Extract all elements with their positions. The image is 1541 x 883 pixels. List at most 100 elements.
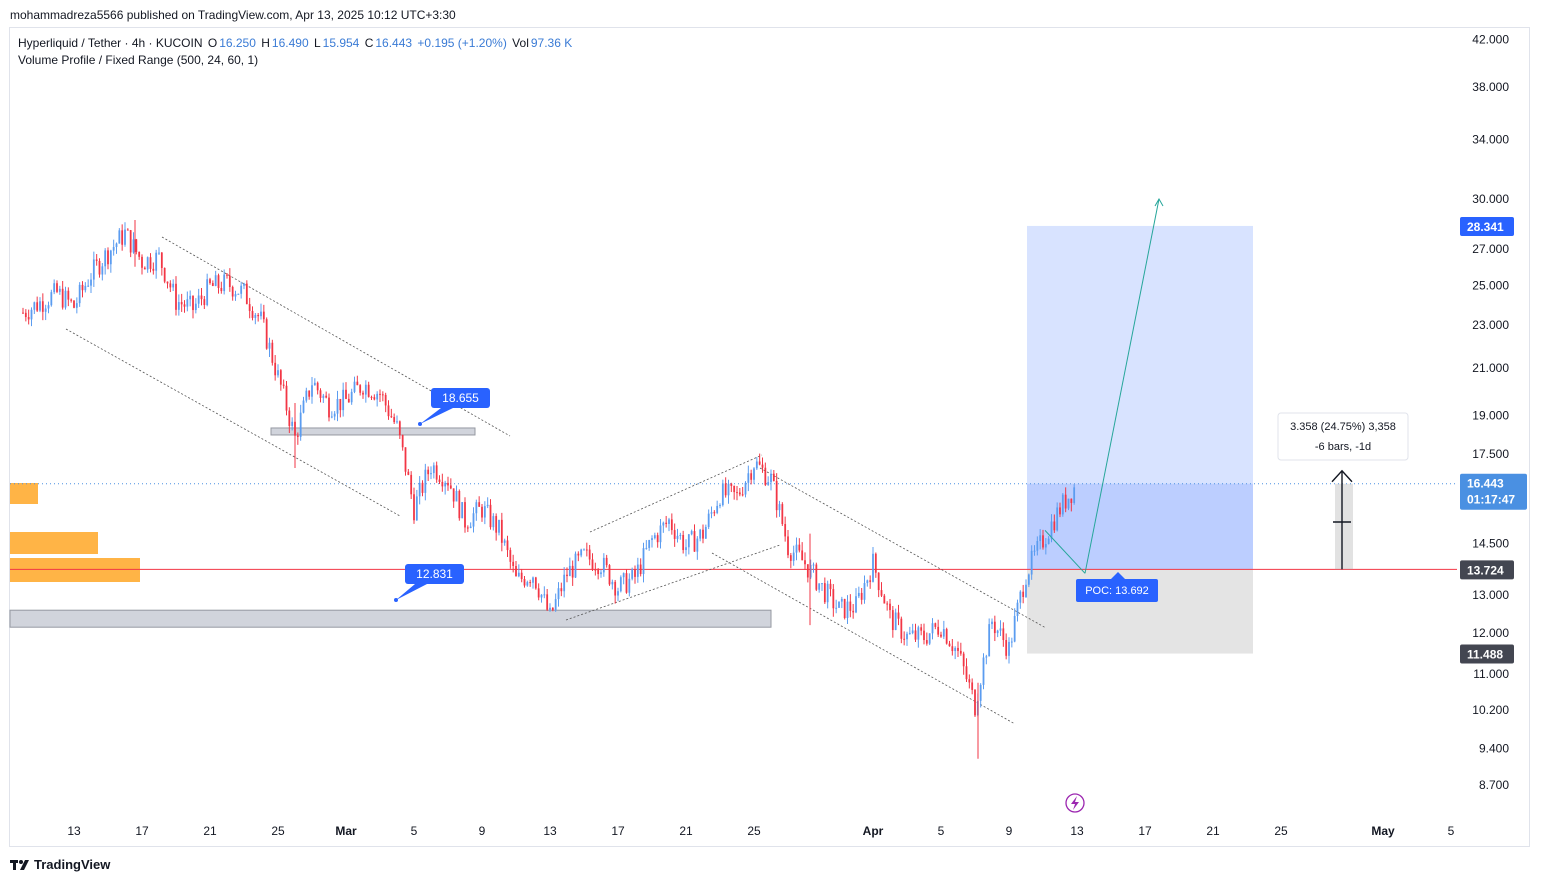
candle <box>390 408 393 418</box>
candle <box>914 623 917 642</box>
measure-text-2: -6 bars, -1d <box>1315 441 1371 453</box>
candle-body <box>520 572 523 580</box>
candle-body <box>455 490 458 502</box>
candle-body <box>347 398 350 403</box>
y-tick-label: 21.000 <box>1472 361 1509 375</box>
candle <box>500 512 503 552</box>
candle-body <box>279 370 282 385</box>
candle <box>396 415 398 424</box>
channel-trendline[interactable] <box>65 328 401 517</box>
candle-body <box>24 312 27 318</box>
legend-high-label: H <box>261 36 270 50</box>
candle <box>991 618 993 630</box>
candle <box>648 539 651 551</box>
lightning-icon[interactable] <box>1065 793 1085 813</box>
footer-brand[interactable]: TradingView <box>10 857 110 872</box>
candle <box>656 532 659 548</box>
target-zone[interactable] <box>1027 225 1253 570</box>
candle-body <box>928 633 931 644</box>
candle-body <box>523 579 526 586</box>
projection-arrow[interactable] <box>1084 198 1160 574</box>
candle <box>53 279 56 295</box>
candle <box>1008 637 1010 664</box>
projection-line[interactable] <box>1044 530 1086 574</box>
poc-callout[interactable]: POC: 13.692 <box>1076 572 1158 602</box>
measure-tool[interactable]: 3.358 (24.75%) 3,358 -6 bars, -1d <box>1277 412 1409 570</box>
candle <box>532 576 534 589</box>
overlay-layer: 18.655 12.831 POC: 13.692 3.358 (24.75%) 3,… <box>394 197 1409 813</box>
candle <box>461 501 464 519</box>
entry-price-badge-text: 13.724 <box>1467 563 1504 577</box>
support-callout[interactable]: 12.831 <box>394 564 464 602</box>
candle <box>1056 502 1059 532</box>
candle-body <box>934 623 937 627</box>
candle-body <box>260 311 262 317</box>
channel-trendline[interactable] <box>711 552 1016 725</box>
candle-body <box>721 483 724 506</box>
candle <box>959 642 962 656</box>
candle <box>231 285 234 301</box>
candle-body <box>228 275 231 287</box>
resistance-zone[interactable] <box>270 427 476 436</box>
candle <box>628 573 631 597</box>
candle <box>30 307 33 327</box>
candle-body <box>302 400 305 413</box>
target-price-badge[interactable]: 28.341 <box>1460 216 1514 236</box>
legend-indicator[interactable]: Volume Profile / Fixed Range (500, 24, 6… <box>18 53 259 67</box>
candle-body <box>163 267 166 282</box>
resistance-callout[interactable]: 18.655 <box>418 388 490 426</box>
candle <box>441 473 444 492</box>
chart-frame[interactable] <box>9 27 1530 847</box>
channel-trendline[interactable] <box>589 454 763 533</box>
candle-body <box>1039 535 1042 542</box>
candle <box>325 391 328 399</box>
candle <box>217 273 220 294</box>
channel-trendline[interactable] <box>161 236 511 437</box>
candle <box>911 623 914 635</box>
candle-body <box>75 303 78 308</box>
candle-body <box>903 638 906 640</box>
candle <box>339 398 342 418</box>
candle-body <box>653 535 656 539</box>
resistance-callout-anchor <box>418 422 422 426</box>
entry-price-badge[interactable]: 13.724 <box>1460 560 1514 580</box>
channel-trendline[interactable] <box>759 467 1047 629</box>
candle-body <box>906 633 908 640</box>
last-price-badge[interactable]: 16.443 01:17:47 <box>1460 473 1527 510</box>
candle <box>438 475 441 484</box>
candle-body <box>214 275 217 286</box>
y-tick-label: 25.000 <box>1472 278 1509 292</box>
candle <box>367 381 370 398</box>
candle-body <box>690 531 693 535</box>
candle-body <box>517 572 520 577</box>
candle <box>931 618 934 640</box>
candle-body <box>546 594 549 610</box>
support-zone[interactable] <box>9 609 772 628</box>
candle-body <box>945 629 948 644</box>
candle-body <box>908 633 911 635</box>
candle-body <box>56 283 58 292</box>
candle <box>387 400 390 420</box>
candle-body <box>245 283 248 305</box>
candle <box>277 364 279 378</box>
candle <box>251 306 254 321</box>
stop-price-badge[interactable]: 11.488 <box>1460 644 1514 664</box>
x-tick-label: 17 <box>611 824 625 838</box>
candle-body <box>719 505 721 507</box>
candle <box>345 382 347 400</box>
candle <box>313 378 316 386</box>
candle <box>98 258 101 278</box>
candle <box>515 560 517 577</box>
candle <box>129 229 132 258</box>
candle <box>143 266 146 270</box>
legend-symbol[interactable]: Hyperliquid / Tether · 4h · KUCOIN <box>18 36 203 50</box>
candle <box>194 298 197 314</box>
candle-body <box>1059 507 1061 515</box>
candle <box>682 530 685 554</box>
candle <box>702 524 704 544</box>
candle-body <box>438 479 441 482</box>
channel-trendline[interactable] <box>565 544 781 621</box>
candle <box>336 390 339 422</box>
candle-body <box>271 342 274 363</box>
